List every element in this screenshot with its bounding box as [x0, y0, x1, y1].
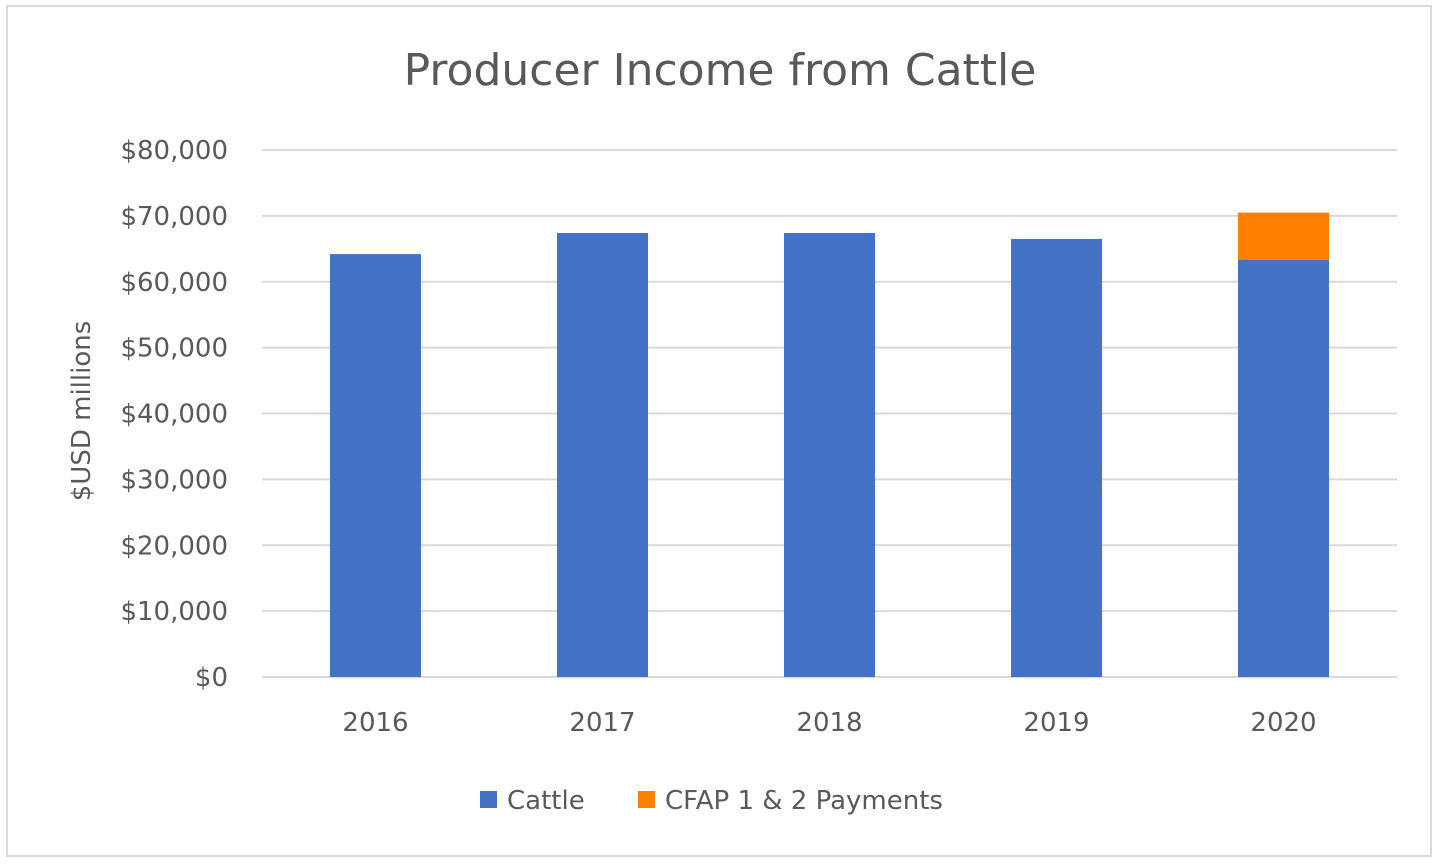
y-tick-label: $20,000: [120, 531, 228, 561]
x-tick-label: 2016: [342, 708, 408, 738]
bar-cattle-2018: [784, 233, 875, 677]
legend-label: CFAP 1 & 2 Payments: [665, 786, 943, 816]
legend: Cattle CFAP 1 & 2 Payments: [480, 786, 943, 816]
bar-cattle-2019: [1011, 238, 1102, 677]
y-tick-label: $30,000: [120, 465, 228, 495]
y-axis-ticks: $0 $10,000 $20,000 $30,000 $40,000 $50,000 $60…: [120, 136, 228, 693]
legend-swatch: [638, 791, 655, 808]
y-tick-label: $40,000: [120, 400, 228, 430]
x-axis-ticks: 2016 2017 2018 2019 2020: [342, 708, 1316, 738]
y-tick-label: $10,000: [120, 597, 228, 627]
x-tick-label: 2019: [1023, 708, 1089, 738]
bar-cfap-1-2-payments-2020: [1238, 212, 1329, 261]
bar-cattle-2020: [1238, 260, 1329, 677]
legend-swatch: [480, 791, 497, 808]
y-tick-label: $60,000: [120, 268, 228, 298]
x-tick-label: 2017: [569, 708, 635, 738]
bar-cattle-2017: [557, 233, 648, 677]
x-tick-label: 2018: [796, 708, 862, 738]
y-tick-label: $80,000: [120, 136, 228, 166]
chart-title: Producer Income from Cattle: [404, 45, 1037, 96]
chart-frame: [6, 5, 1432, 857]
y-tick-label: $0: [195, 663, 228, 693]
y-tick-label: $50,000: [120, 334, 228, 364]
y-tick-label: $70,000: [120, 202, 228, 232]
bars: [330, 212, 1329, 677]
legend-label: Cattle: [507, 786, 585, 816]
x-tick-label: 2020: [1250, 708, 1316, 738]
y-axis-title: $USD millions: [67, 321, 97, 502]
bar-cattle-2016: [330, 254, 421, 677]
